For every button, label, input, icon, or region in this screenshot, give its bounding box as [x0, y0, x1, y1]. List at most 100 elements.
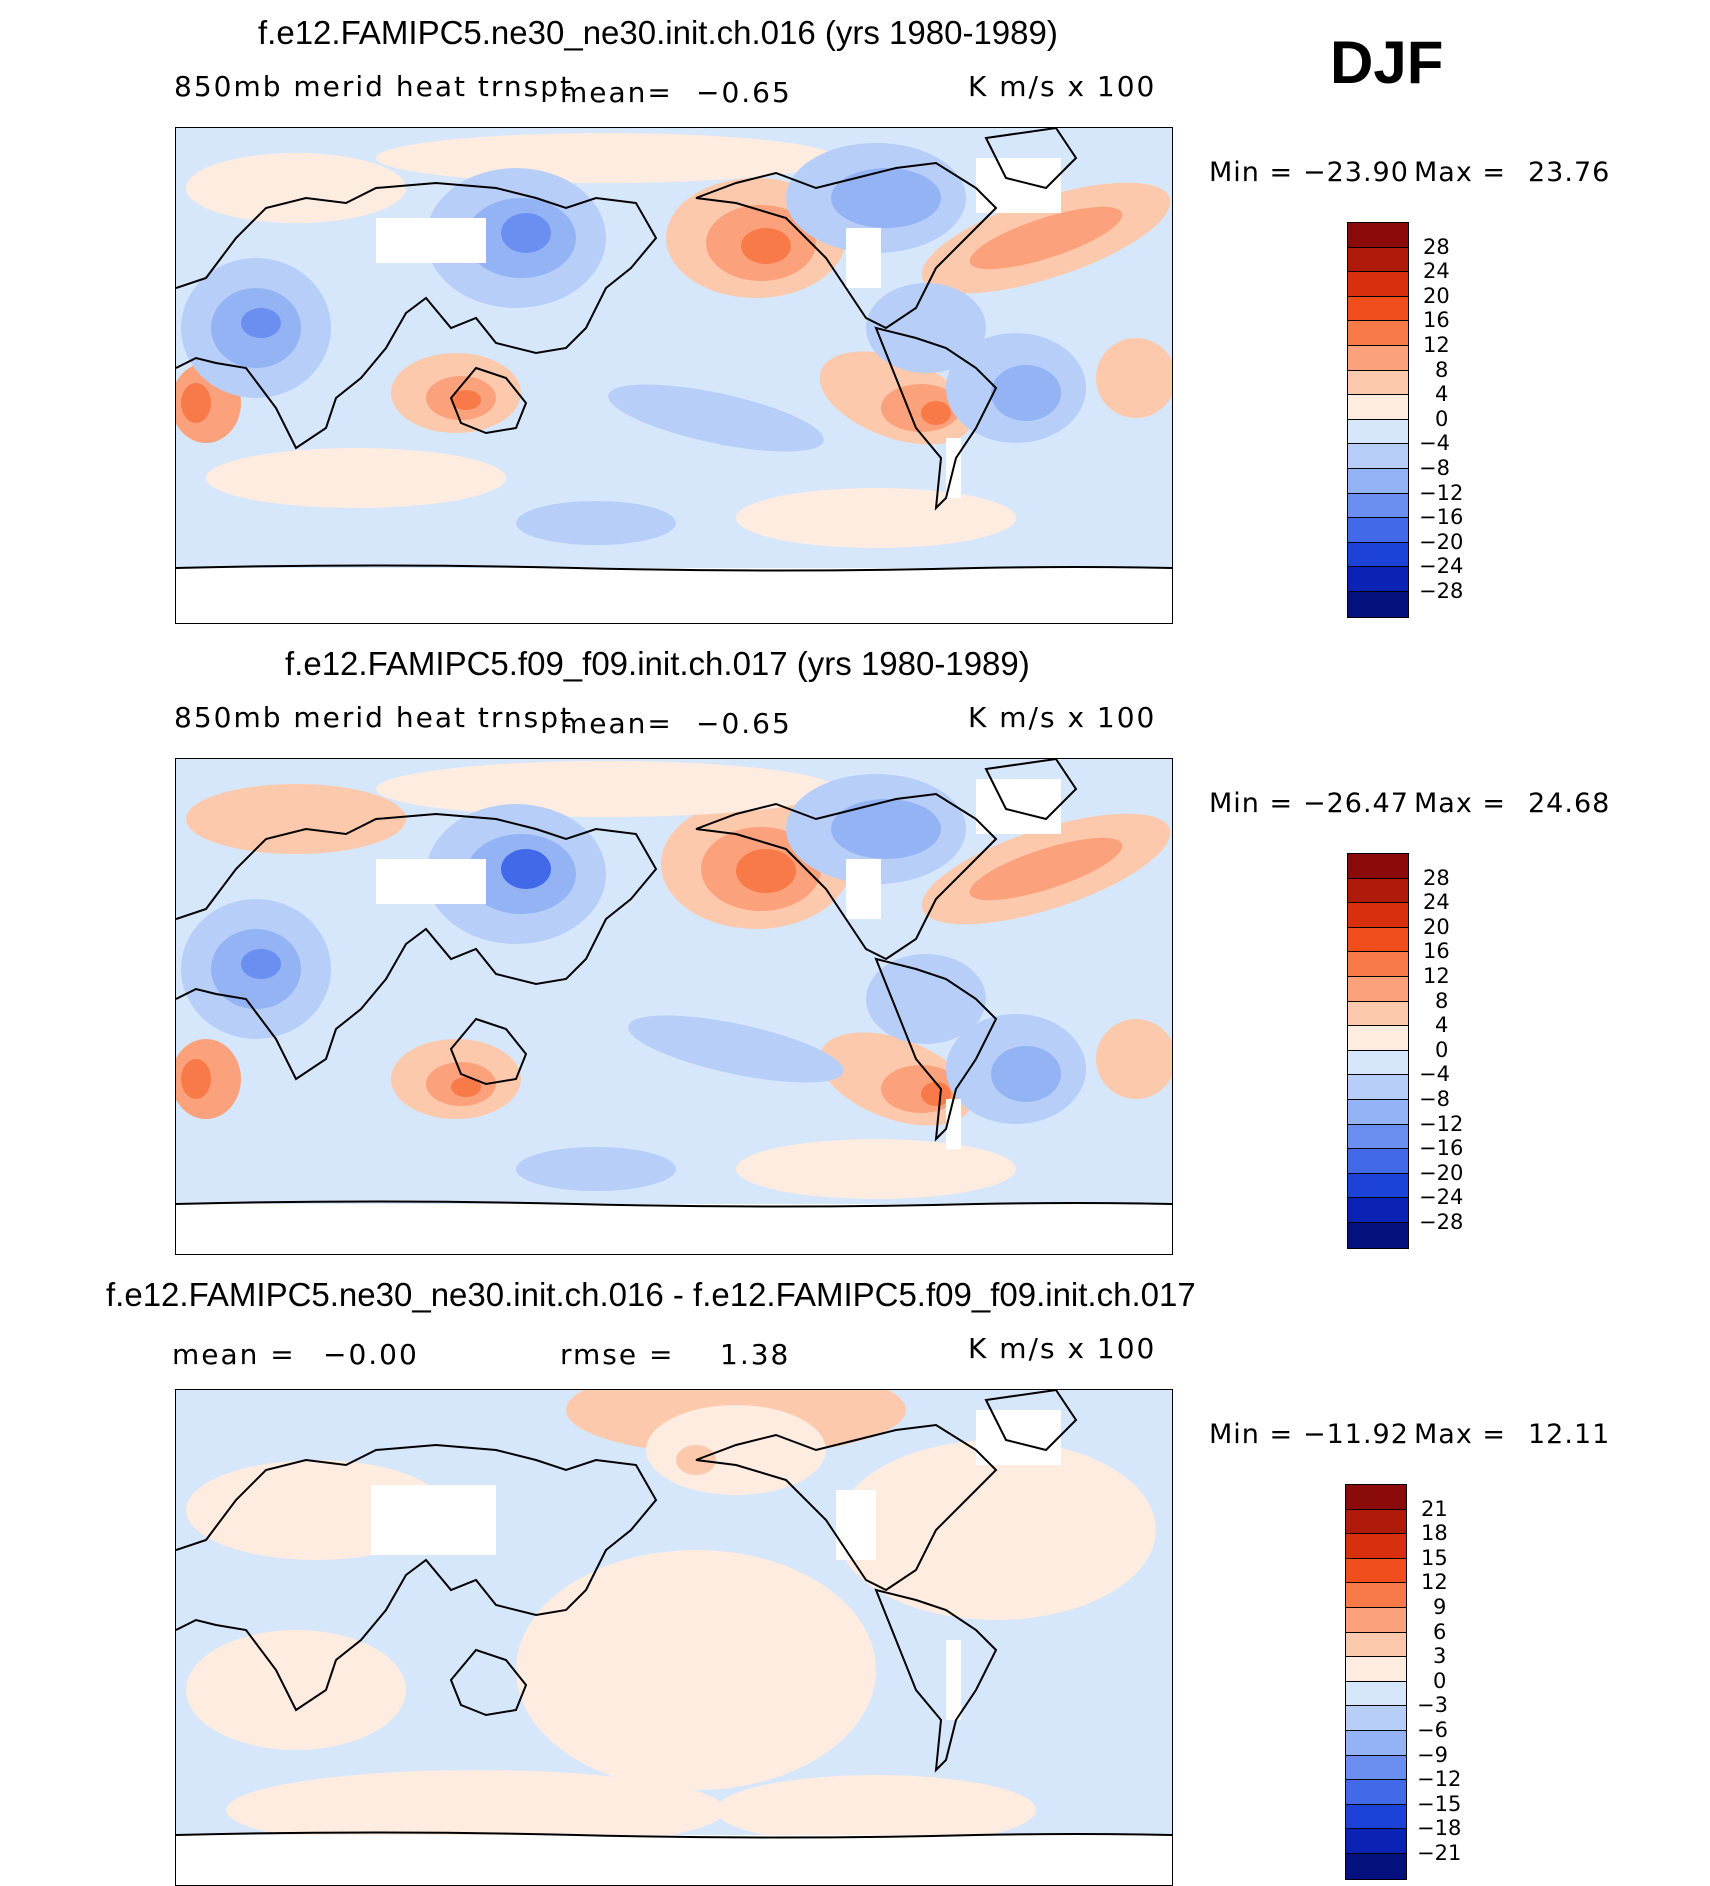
panel-3-colorbar: [1345, 1484, 1407, 1880]
coastlines: [176, 759, 1172, 1208]
panel-2-mean-value: −0.65: [696, 707, 792, 740]
colorbar-tick-label: 12: [1421, 1570, 1448, 1595]
colorbar-tick-label: −28: [1419, 579, 1464, 603]
colorbar-tick-label: −28: [1419, 1210, 1464, 1234]
colorbar-tick-label: 3: [1433, 1644, 1447, 1669]
colorbar-tick-label: −24: [1419, 1185, 1464, 1210]
colorbar-tick-label: 0: [1435, 1037, 1449, 1062]
colorbar-tick-label: 8: [1435, 357, 1449, 382]
colorbar-tick-label: 16: [1423, 308, 1450, 333]
colorbar-tick-label: 8: [1435, 988, 1449, 1013]
colorbar-swatch: [1348, 1099, 1408, 1125]
panel-2-min-label: Min =: [1209, 788, 1294, 819]
panel-1-mean-value: −0.65: [696, 76, 792, 109]
colorbar-swatch: [1346, 1755, 1406, 1781]
colorbar-swatch: [1346, 1829, 1406, 1854]
colorbar-swatch: [1348, 493, 1408, 519]
colorbar-swatch: [1348, 591, 1408, 617]
colorbar-tick-label: 0: [1433, 1668, 1447, 1693]
panel-2-units: K m/s x 100: [968, 701, 1157, 734]
panel-2-title: f.e12.FAMIPC5.f09_f09.init.ch.017 (yrs 1…: [285, 645, 1030, 682]
panel-3-min-label: Min =: [1209, 1419, 1294, 1450]
colorbar-tick-label: −20: [1419, 1160, 1464, 1185]
colorbar-swatch: [1348, 345, 1408, 371]
colorbar-swatch: [1348, 1198, 1408, 1223]
colorbar-tick-label: −4: [1419, 431, 1450, 456]
panel-3-rmse-value: 1.38: [720, 1338, 791, 1371]
colorbar-tick-label: −6: [1417, 1718, 1448, 1742]
colorbar-swatch: [1348, 927, 1408, 953]
panel-1-colorbar: [1347, 222, 1409, 618]
land-missing-areas: [176, 158, 1172, 623]
colorbar-swatch: [1348, 952, 1408, 977]
panel-3-map: [175, 1389, 1173, 1886]
colorbar-swatch: [1348, 878, 1408, 904]
colorbar-tick-label: −16: [1419, 1136, 1464, 1161]
colorbar-swatch: [1348, 370, 1408, 396]
colorbar-tick-label: 28: [1423, 865, 1450, 890]
colorbar-swatch: [1346, 1558, 1406, 1584]
colorbar-swatch: [1348, 1222, 1408, 1248]
colorbar-swatch: [1346, 1632, 1406, 1658]
panel-2-max-label: Max =: [1414, 788, 1507, 819]
colorbar-swatch: [1346, 1534, 1406, 1559]
colorbar-tick-label: −12: [1419, 480, 1464, 505]
panel-1-max-label: Max =: [1414, 157, 1507, 188]
panel-3-max-label: Max =: [1414, 1419, 1507, 1450]
panel-3-title: f.e12.FAMIPC5.ne30_ne30.init.ch.016 - f.…: [106, 1276, 1196, 1313]
colorbar-swatch: [1346, 1804, 1406, 1830]
colorbar-tick-label: 12: [1423, 964, 1450, 988]
panel-1-map: [175, 127, 1173, 624]
colorbar-tick-label: 9: [1433, 1595, 1447, 1619]
colorbar-tick-label: −21: [1417, 1841, 1462, 1865]
colorbar-swatch: [1348, 419, 1408, 445]
colorbar-swatch: [1346, 1607, 1406, 1633]
panel-3-max-value: 12.11: [1528, 1419, 1611, 1450]
colorbar-swatch: [1348, 542, 1408, 568]
season-label: DJF: [1330, 29, 1444, 96]
colorbar-tick-label: 24: [1423, 259, 1450, 284]
panel-3-min-value: −11.92: [1303, 1419, 1409, 1450]
panel-2-variable-label: 850mb merid heat trnspt: [174, 701, 573, 734]
colorbar-swatch: [1348, 903, 1408, 928]
colorbar-swatch: [1346, 1509, 1406, 1535]
panel-1-max-value: 23.76: [1528, 157, 1611, 188]
colorbar-swatch: [1346, 1583, 1406, 1608]
colorbar-swatch: [1348, 444, 1408, 469]
colorbar-tick-label: −20: [1419, 529, 1464, 554]
panel-3-units: K m/s x 100: [968, 1332, 1157, 1365]
colorbar-tick-label: 20: [1423, 283, 1450, 308]
colorbar-swatch: [1348, 1050, 1408, 1076]
land-missing-areas: [176, 1410, 1172, 1885]
colorbar-swatch: [1348, 567, 1408, 592]
colorbar-tick-label: −3: [1417, 1693, 1448, 1718]
colorbar-swatch: [1348, 468, 1408, 494]
colorbar-swatch: [1348, 1149, 1408, 1174]
panel-2-min-value: −26.47: [1303, 788, 1409, 819]
coastlines: [176, 1390, 1172, 1839]
colorbar-tick-label: 20: [1423, 914, 1450, 939]
colorbar-swatch: [1346, 1780, 1406, 1805]
colorbar-tick-label: −8: [1419, 456, 1450, 480]
colorbar-tick-label: −24: [1419, 554, 1464, 579]
colorbar-swatch: [1348, 223, 1408, 248]
colorbar-swatch: [1348, 976, 1408, 1002]
colorbar-swatch: [1348, 518, 1408, 543]
field-positive-anomalies: [186, 1390, 1156, 1850]
panel-1-min-value: −23.90: [1303, 157, 1409, 188]
colorbar-swatch: [1348, 854, 1408, 879]
colorbar-tick-label: −16: [1419, 505, 1464, 530]
colorbar-swatch: [1348, 1075, 1408, 1100]
coastlines: [176, 128, 1172, 572]
colorbar-swatch: [1346, 1706, 1406, 1731]
panel-2-max-value: 24.68: [1528, 788, 1611, 819]
colorbar-tick-label: 0: [1435, 406, 1449, 431]
panel-1-min-label: Min =: [1209, 157, 1294, 188]
colorbar-swatch: [1348, 1026, 1408, 1051]
panel-1-variable-label: 850mb merid heat trnspt: [174, 70, 573, 103]
colorbar-tick-label: −4: [1419, 1062, 1450, 1087]
colorbar-tick-label: −15: [1417, 1791, 1462, 1816]
colorbar-tick-label: 18: [1421, 1521, 1448, 1546]
panel-3-rmse-label: rmse =: [560, 1338, 675, 1371]
colorbar-swatch: [1346, 1657, 1406, 1682]
